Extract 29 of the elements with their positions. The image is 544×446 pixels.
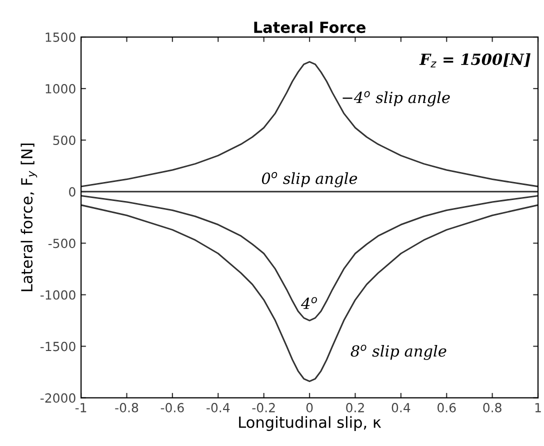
x-axis-title: Longitudinal slip, κ [239,416,382,431]
x-tick-label: 0.4 [392,402,410,412]
y-tick-label: 1000 [46,84,76,94]
line-series [81,204,538,382]
x-tick-label: -0.4 [206,402,230,412]
annotation: −4$^{o}$ slip angle [342,91,450,106]
x-tick-label: -1 [75,403,86,412]
y-tick-label: 1500 [46,32,76,42]
y-tick-label: -2000 [40,393,76,403]
x-tick-label: 0.6 [438,402,456,412]
x-tick-label: -0.8 [115,402,138,412]
annotation: 0$^{o}$ slip angle [262,172,358,188]
x-tick-label: 0 [306,402,313,412]
x-tick-label: 0.2 [346,402,364,412]
y-tick-label: 500 [53,136,76,146]
x-tick-label: -0.6 [160,402,184,412]
y-axis-title: Lateral force, F$_{y}$ [N] [20,144,38,292]
x-tick-label: 1 [535,403,541,412]
x-tick-label: -0.2 [252,402,275,412]
x-tick-label: 0.8 [483,402,502,412]
y-tick-label: -1500 [40,342,76,352]
annotation: 8$^{o}$ slip angle [350,344,446,360]
y-tick-label: -500 [48,238,76,248]
annotation: 4$^{o}$ [301,297,317,309]
y-tick-label: 0 [69,187,76,197]
annotation: F$_{z}$ = 1500[N] [419,53,530,68]
line-series [81,195,538,322]
chart-title: Lateral Force [254,21,366,34]
y-tick-label: -1000 [40,290,76,300]
